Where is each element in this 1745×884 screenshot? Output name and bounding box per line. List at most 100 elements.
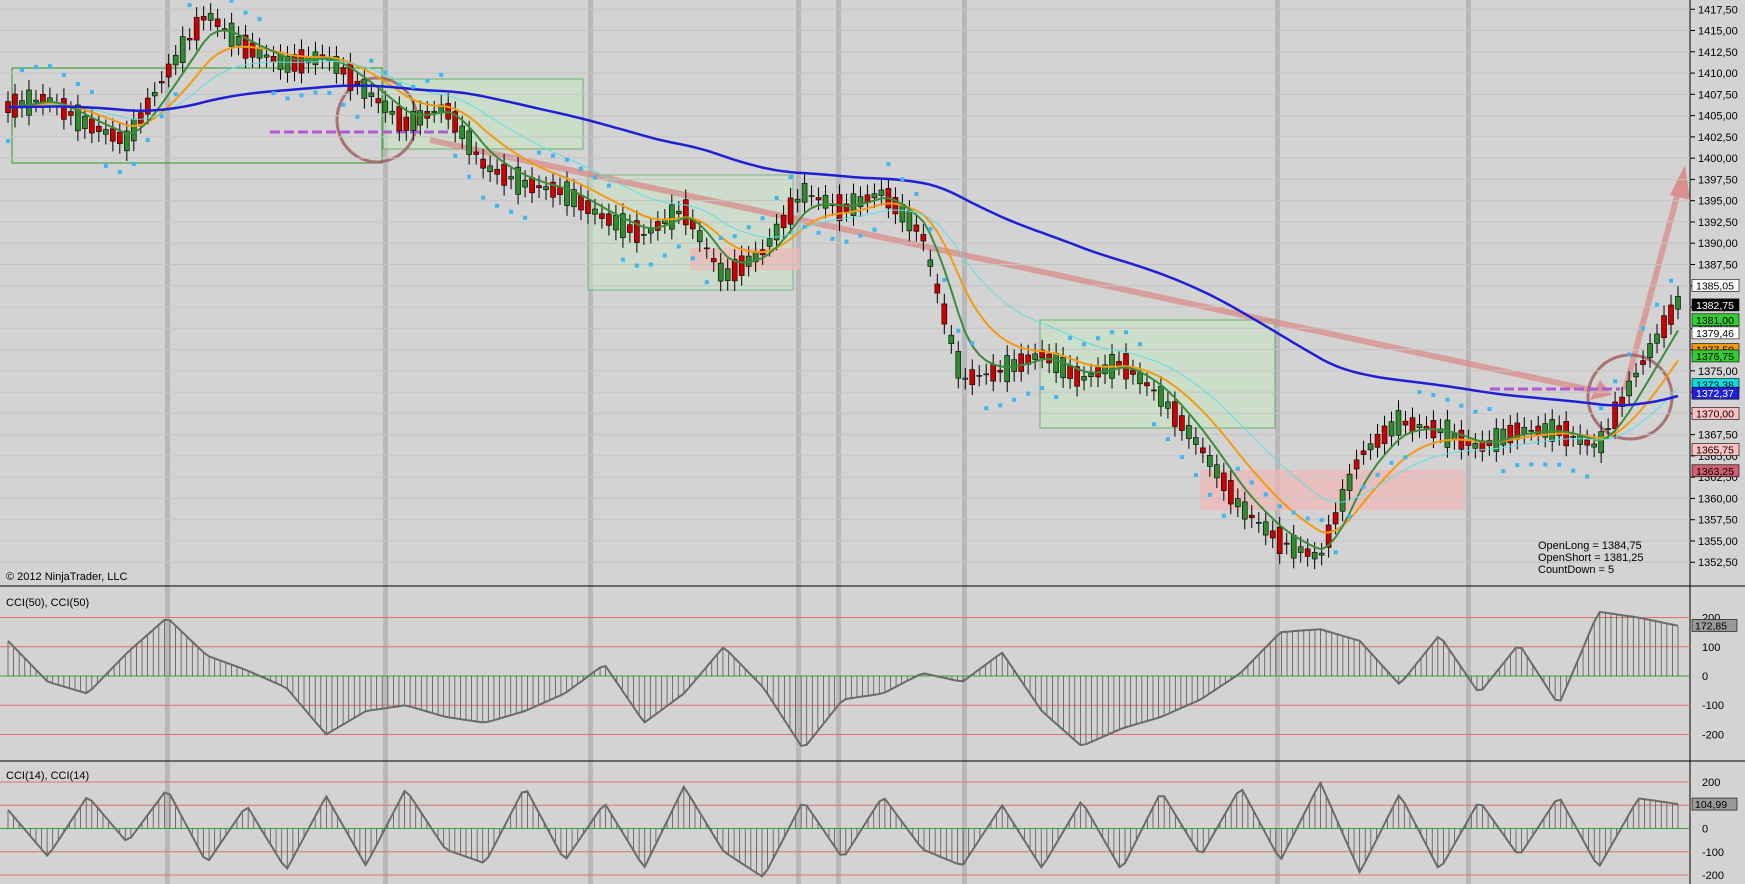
candle-body [501,163,507,186]
psar-dot [928,227,933,232]
psar-dot [1333,550,1338,555]
candle-body [1346,473,1353,491]
candle-body [1130,369,1136,375]
psar-dot [103,163,108,168]
candle-body [836,194,843,222]
candle-body [1500,428,1507,446]
candle-body [1137,372,1143,385]
candle-body [382,100,389,113]
psar-dot [145,138,150,143]
price-label-text: 1379,46 [1696,328,1734,340]
psar-dot [984,406,989,411]
trend-arrow-head [1590,380,1612,400]
candle-body [103,129,109,135]
candle-body [172,54,179,66]
session-separator-0 [165,0,170,884]
price-label-text: 1372,37 [1696,388,1734,400]
price-label-text: 1376,75 [1696,351,1734,363]
cci-tick-label: -200 [1702,729,1724,741]
candle-body [1584,439,1590,446]
candle-body [983,373,990,376]
cci-line [7,610,1679,747]
psar-dot [425,78,430,83]
candle-body [682,199,689,226]
cci-last-value-box [1691,619,1738,632]
psar-dot [1543,462,1548,467]
candle-body [1060,356,1066,379]
breakout-arrow-head [1670,165,1690,200]
psar-dot [1277,504,1282,509]
candle-body [144,97,151,115]
price-tick-label: 1415,00 [1698,26,1738,38]
candle-body [1102,364,1108,375]
candle-body [1018,353,1024,372]
candle-body [417,110,424,126]
candle-body [710,258,717,263]
price-tick-label: 1397,50 [1698,174,1738,186]
candle-body [1248,514,1255,519]
psar-dot [1627,352,1632,357]
psar-dot [1096,336,1101,341]
candle-body [263,54,270,58]
psar-dot [732,234,737,239]
candle-body [361,78,368,99]
price-tick-label: 1392,50 [1698,217,1738,229]
price-label-box [1691,349,1740,363]
candle-body [906,210,913,232]
candle-body [1081,376,1087,381]
price-tick-label: 1387,50 [1698,259,1738,271]
candle-body [389,110,396,115]
price-tick-label: 1367,50 [1698,430,1738,442]
psar-dot [1613,379,1618,384]
candle-body [599,213,605,219]
candle-body [627,224,633,233]
candle-body [571,189,577,208]
candle-body [955,351,962,379]
psar-dot [453,153,458,158]
candle-body [151,92,158,97]
psar-dot [1054,395,1059,400]
psar-dot [1207,492,1212,497]
candle-body [291,54,298,72]
price-tick-label: 1410,00 [1698,68,1738,80]
psar-dot [1305,516,1310,521]
candle-body [1605,428,1611,430]
candle-body [1507,424,1514,444]
psar-dot [844,239,849,244]
candle-body [899,203,906,223]
candle-body [459,125,465,139]
psar-dot [620,257,625,262]
psar-dot [1151,422,1156,427]
psar-dot [690,256,695,261]
candle-body [564,181,570,206]
psar-dot [1249,480,1254,485]
candle-body [913,224,920,232]
candle-body [731,259,738,282]
candle-body [130,118,137,142]
psar-dot [271,91,276,96]
psar-dot [1263,492,1268,497]
candle-body [606,213,612,226]
candle-body [738,255,745,276]
candle-body [592,208,598,215]
psar-dot [327,90,332,95]
price-tick-label: 1357,50 [1698,515,1738,527]
candle-body [892,197,899,215]
psar-dot [187,3,192,8]
candle-body [75,104,81,132]
candle-body [794,198,801,203]
psar-dot [117,169,122,174]
candle-body [137,112,144,124]
psar-dot [1487,407,1492,412]
candle-body [1214,464,1220,479]
candle-body [110,128,116,142]
candle-body [1647,343,1653,358]
countdown-label: CountDown = 5 [1538,564,1615,576]
candle-body [1053,352,1059,374]
price-label-text: 1382,75 [1696,300,1734,312]
psar-dot [1571,468,1576,473]
candle-body [1304,548,1311,557]
candle-body [466,130,472,155]
psar-dot [1110,330,1115,335]
